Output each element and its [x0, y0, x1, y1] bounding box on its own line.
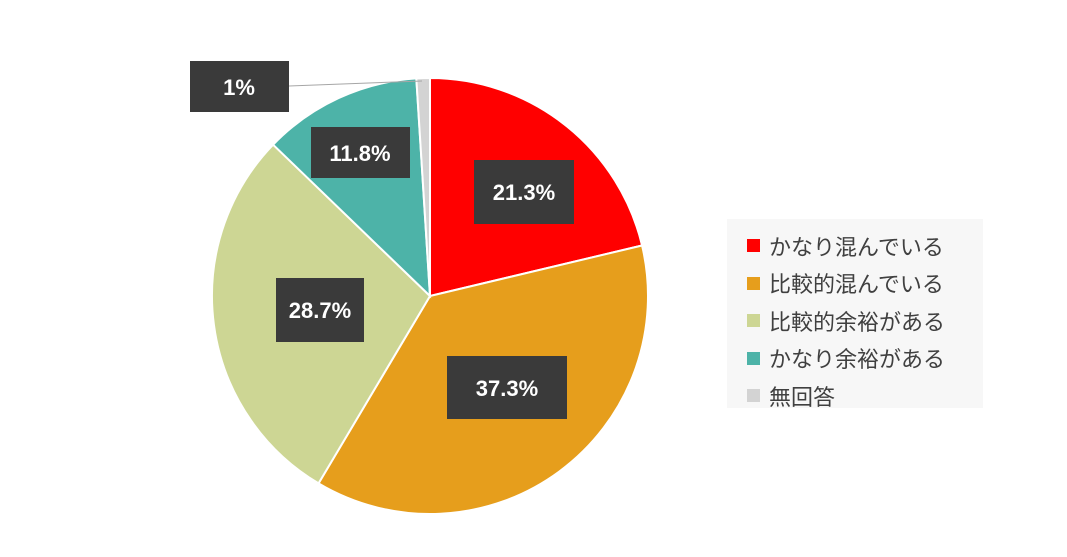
data-label-text: 11.8% — [329, 141, 390, 166]
legend-swatch — [747, 314, 760, 328]
data-label-hikakuteki-konde: 37.3% — [447, 356, 567, 419]
legend-label: 比較的余裕がある — [769, 310, 946, 336]
legend-swatch — [747, 389, 760, 403]
data-label-kanari-konde: 21.3% — [474, 160, 574, 224]
legend-item-hikakuteki-yoyu: 比較的余裕がある — [747, 302, 983, 340]
legend-item-mukaito: 無回答 — [747, 377, 983, 415]
data-label-text: 1% — [223, 75, 255, 100]
legend-item-kanari-yoyu: かなり余裕がある — [747, 340, 983, 378]
data-label-hikakuteki-yoyu: 28.7% — [276, 278, 364, 342]
legend-swatch — [747, 276, 760, 290]
legend-label: 比較的混んでいる — [769, 273, 944, 299]
data-label-text: 21.3% — [493, 180, 555, 205]
leader-line — [288, 80, 423, 87]
data-label-text: 28.7% — [289, 298, 351, 323]
legend-swatch — [747, 351, 760, 365]
legend-label: かなり余裕がある — [769, 348, 946, 374]
legend-item-hikakuteki-konde: 比較的混んでいる — [747, 265, 983, 303]
legend-item-kanari-konde: かなり混んでいる — [747, 227, 983, 265]
legend-label: かなり混んでいる — [769, 235, 944, 261]
data-label-text: 37.3% — [476, 376, 538, 401]
data-label-mukaito: 1% — [190, 61, 289, 112]
legend-swatch — [747, 239, 760, 253]
pie-slice-mukaito — [415, 76, 431, 297]
chart-legend: かなり混んでいる 比較的混んでいる 比較的余裕がある かなり余裕がある 無回答 — [727, 219, 983, 411]
legend-label: 無回答 — [769, 385, 836, 411]
data-label-kanari-yoyu: 11.8% — [311, 127, 410, 178]
